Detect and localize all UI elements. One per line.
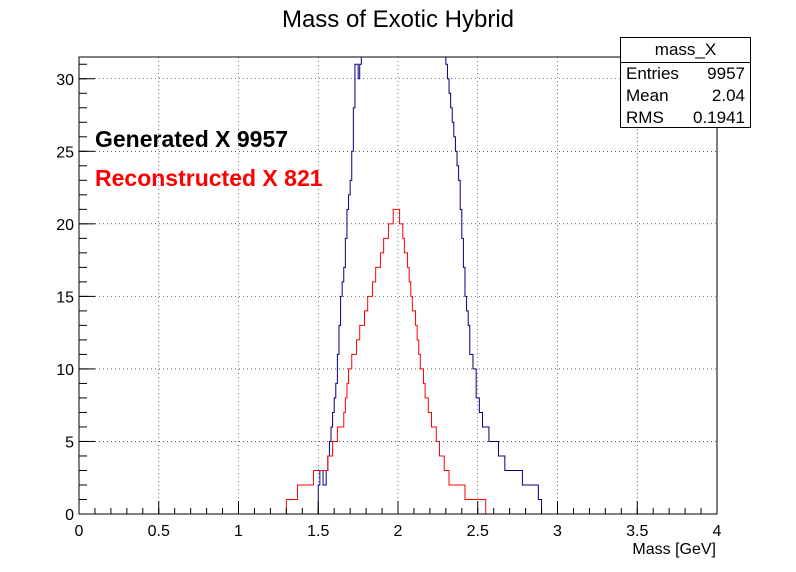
stats-box: mass_X Entries 9957 Mean 2.04 RMS 0.1941	[620, 37, 751, 128]
stats-row-entries: Entries 9957	[621, 63, 750, 85]
x-tick-label-8: 4	[713, 523, 722, 540]
stats-row-mean: Mean 2.04	[621, 85, 750, 107]
y-tick-label-1: 5	[65, 434, 74, 451]
legend-generated: Generated X 9957	[95, 126, 289, 152]
x-tick-label-4: 2	[394, 523, 403, 540]
stats-entries-label: Entries	[626, 64, 679, 83]
y-tick-label-4: 20	[56, 217, 74, 234]
x-tick-label-5: 2.5	[467, 523, 489, 540]
x-tick-label-3: 1.5	[307, 523, 329, 540]
stats-mean-label: Mean	[626, 86, 669, 105]
stats-row-rms: RMS 0.1941	[621, 107, 750, 129]
grid-lines	[79, 57, 717, 514]
stats-rms-value: 0.1941	[693, 108, 745, 127]
x-tick-label-7: 3.5	[626, 523, 648, 540]
stats-box-title: mass_X	[621, 38, 750, 63]
stats-rms-label: RMS	[626, 108, 664, 127]
x-axis-label: Mass [GeV]	[632, 541, 716, 558]
x-tick-label-2: 1	[234, 523, 243, 540]
y-axis: 0 5 10 15 20 25 30	[56, 63, 95, 524]
y-tick-label-6: 30	[56, 72, 74, 89]
x-tick-label-6: 3	[553, 523, 562, 540]
y-tick-label-3: 15	[56, 289, 74, 306]
x-tick-label-0: 0	[75, 523, 84, 540]
stats-entries-value: 9957	[707, 64, 745, 83]
legend-reconstructed: Reconstructed X 821	[95, 165, 323, 191]
x-axis: 0 0.5 1 1.5 2 2.5 3 3.5 4	[75, 501, 722, 540]
chart-title: Mass of Exotic Hybrid	[281, 6, 515, 33]
y-tick-label-0: 0	[65, 507, 74, 524]
y-tick-label-5: 25	[56, 144, 74, 161]
x-tick-label-1: 0.5	[148, 523, 170, 540]
y-tick-label-2: 10	[56, 362, 74, 379]
stats-mean-value: 2.04	[711, 86, 745, 105]
